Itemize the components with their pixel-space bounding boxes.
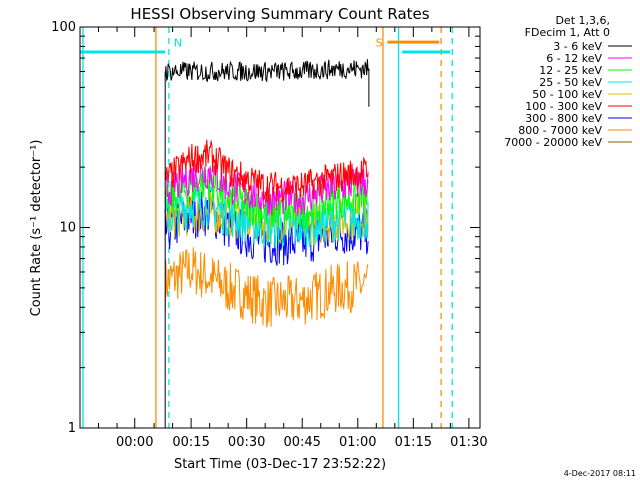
legend-label: 12 - 25 keV — [539, 64, 602, 77]
legend-label: 7000 - 20000 keV — [504, 136, 602, 149]
series-layer — [164, 59, 370, 428]
timestamp: 4-Dec-2017 08:11 — [564, 469, 636, 478]
x-tick-label: 01:15 — [395, 435, 432, 450]
legend-header: Det 1,3,6, — [555, 14, 610, 27]
marker-s: S — [376, 36, 383, 49]
y-axis-label: Count Rate (s⁻¹ detector⁻¹) — [29, 140, 44, 317]
y-tick-label: 10 — [59, 221, 76, 236]
series-line-7 — [164, 247, 369, 328]
x-tick-label: 00:45 — [283, 435, 320, 450]
legend-label: 300 - 800 keV — [525, 112, 602, 125]
series-line-0 — [164, 59, 369, 83]
marker-n: N — [174, 36, 182, 49]
x-tick-label: 00:30 — [228, 435, 265, 450]
series-line-4 — [164, 190, 369, 246]
x-tick-label: 01:00 — [339, 435, 376, 450]
x-tick-label: 00:00 — [116, 435, 153, 450]
series-line-5 — [164, 139, 369, 203]
legend-label: 100 - 300 keV — [525, 100, 602, 113]
legend-label: 25 - 50 keV — [539, 76, 602, 89]
legend-header: FDecim 1, Att 0 — [525, 26, 610, 39]
legend-label: 50 - 100 keV — [532, 88, 602, 101]
x-tick-label: 01:30 — [450, 435, 487, 450]
legend-label: 3 - 6 keV — [553, 40, 602, 53]
y-tick-label: 1 — [68, 421, 76, 436]
y-tick-label: 100 — [51, 20, 76, 35]
x-axis-label: Start Time (03-Dec-17 23:52:22) — [174, 457, 386, 472]
legend-label: 6 - 12 keV — [546, 52, 602, 65]
legend-label: 800 - 7000 keV — [518, 124, 602, 137]
x-tick-label: 00:15 — [172, 435, 209, 450]
axis-ticks: 00:00 00:15 00:30 00:45 01:00 01:15 01:30 1 10 10… — [51, 20, 487, 450]
chart-title: HESSI Observing Summary Count Rates — [130, 5, 429, 23]
